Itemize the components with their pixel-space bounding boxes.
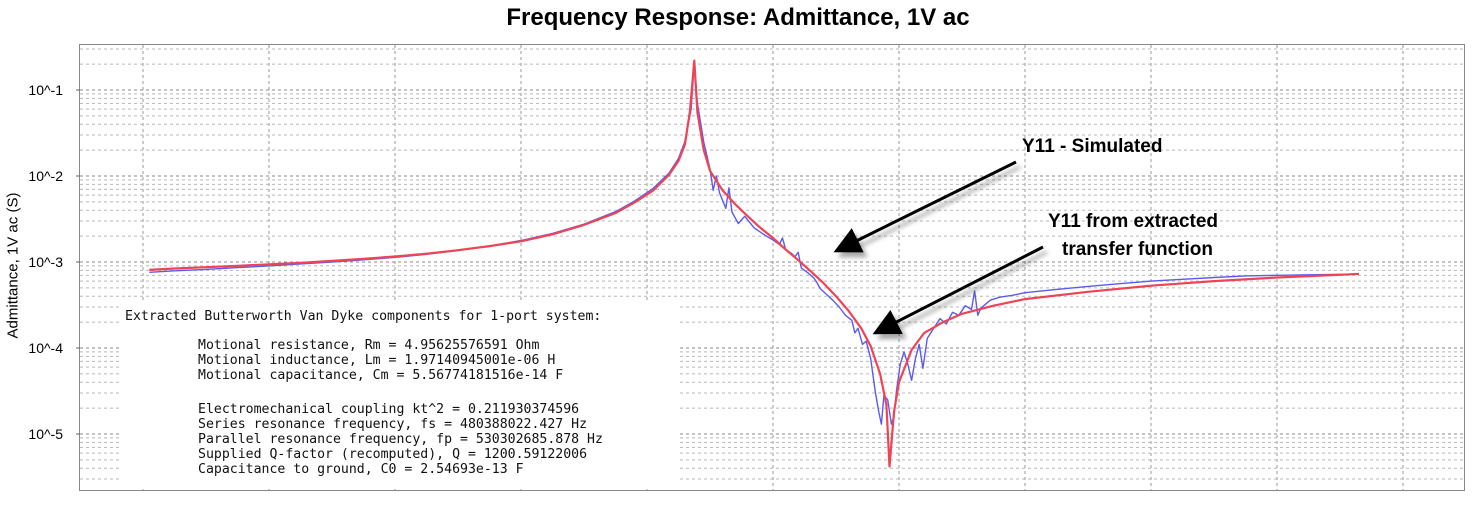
annotation-arrows [833,160,1044,335]
bvd-parallel-resonance: Parallel resonance frequency, fp = 53030… [198,432,603,447]
arrow-simulated [833,160,1017,253]
bvd-components-box: Extracted Butterworth Van Dyke component… [122,303,680,487]
y-tick-label: 10^-2 [28,168,63,184]
bvd-series-resonance: Series resonance frequency, fs = 4803880… [198,417,588,432]
bvd-coupling: Electromechanical coupling kt^2 = 0.2119… [198,402,580,417]
y-tick-label: 10^-4 [28,340,63,356]
bvd-q-factor: Supplied Q-factor (recomputed), Q = 1200… [198,447,588,462]
bvd-heading: Extracted Butterworth Van Dyke component… [125,309,602,324]
bvd-capacitance-ground: Capacitance to ground, C0 = 2.54693e-13 … [198,462,524,477]
bvd-motional-resistance: Motional resistance, Rm = 4.95625576591 … [198,338,540,353]
y-tick-labels: 10^-1 10^-2 10^-3 10^-4 10^-5 [28,82,80,442]
annotation-extracted-line-2: transfer function [1062,239,1213,260]
series-y11-extracted [149,59,1359,468]
annotation-simulated: Y11 - Simulated [1022,136,1163,157]
bvd-motional-capacitance: Motional capacitance, Cm = 5.56774181516… [198,368,564,383]
y-tick-label: 10^-3 [28,254,63,270]
series-y11-simulated [149,63,1359,425]
bvd-motional-inductance: Motional inductance, Lm = 1.97140945001e… [198,353,556,368]
y-tick-label: 10^-5 [28,426,63,442]
annotation-extracted-line-1: Y11 from extracted [1048,211,1219,232]
arrow-extracted [872,245,1044,335]
y-axis-label: Admittance, 1V ac (S) [4,192,22,339]
y-tick-label: 10^-1 [28,82,63,98]
series-layer [149,59,1359,468]
chart-title: Frequency Response: Admittance, 1V ac [506,4,970,31]
